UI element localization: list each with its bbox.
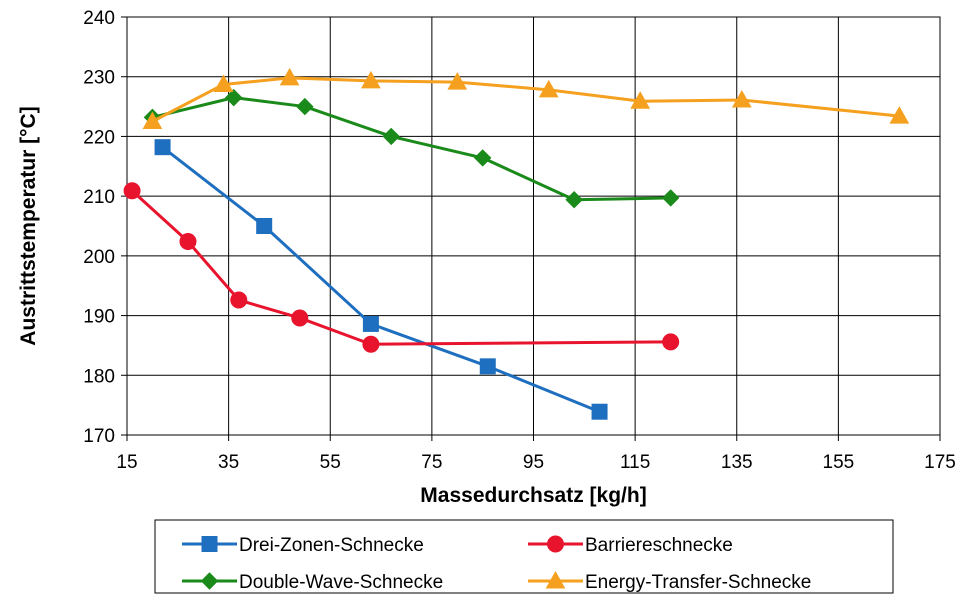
y-tick-label: 240	[83, 8, 115, 29]
x-tick-label: 175	[924, 452, 956, 473]
legend-item: Barriereschnecke	[528, 535, 733, 556]
data-point	[362, 335, 380, 353]
data-point	[565, 191, 583, 209]
x-tick-label: 95	[523, 452, 544, 473]
y-tick-label: 210	[83, 187, 115, 208]
series-barriereschnecke	[123, 182, 680, 353]
legend-box	[154, 519, 894, 594]
x-tick-label: 15	[116, 452, 137, 473]
legend-marker	[545, 570, 566, 589]
legend-label: Drei-Zonen-Schnecke	[239, 535, 424, 556]
data-point	[473, 149, 492, 167]
data-point	[279, 67, 300, 86]
data-point	[213, 74, 234, 92]
legend-marker	[547, 535, 564, 553]
data-point	[154, 139, 171, 156]
grid	[126, 16, 941, 436]
series-energy-transfer-schnecke	[142, 67, 910, 129]
legend: Drei-Zonen-Schnecke Barriereschnecke Doubl…	[154, 519, 894, 594]
x-tick-label: 135	[721, 452, 753, 473]
data-point	[662, 333, 680, 351]
y-tick-label: 220	[83, 127, 115, 148]
data-point	[479, 358, 496, 375]
y-tick-label: 190	[83, 307, 115, 328]
data-point	[230, 291, 248, 309]
series-line	[131, 189, 671, 346]
data-point	[889, 106, 910, 124]
series-line	[151, 76, 900, 123]
data-point	[291, 309, 309, 327]
data-point	[447, 72, 468, 90]
data-point	[538, 79, 559, 98]
legend-item: Energy-Transfer-Schnecke	[528, 570, 811, 593]
data-point	[362, 315, 379, 332]
series-drei-zonen-schnecke	[154, 139, 608, 420]
y-tick-label: 230	[83, 68, 115, 89]
data-point	[591, 403, 608, 420]
legend-marker	[200, 572, 219, 590]
x-tick-label: 115	[620, 452, 650, 473]
series-line	[152, 96, 671, 202]
data-point	[630, 91, 651, 109]
x-axis-ticks: 15 35 55 75 95 115 135 155 175	[116, 435, 956, 473]
series-double-wave-schnecke	[143, 88, 680, 209]
y-tick-label: 200	[83, 247, 115, 268]
x-tick-label: 55	[320, 452, 341, 473]
y-axis-ticks: 170 180 190 200 210 220 230 240	[83, 8, 127, 447]
legend-marker	[201, 536, 218, 552]
data-point	[731, 89, 752, 108]
data-point	[361, 70, 381, 89]
y-tick-label: 180	[83, 366, 115, 387]
legend-item: Double-Wave-Schnecke	[182, 572, 443, 593]
data-point	[296, 97, 314, 116]
x-tick-label: 35	[218, 452, 239, 473]
data-point	[142, 111, 163, 129]
x-axis-label: Massedurchsatz [kg/h]	[420, 484, 646, 507]
series-group	[123, 67, 910, 420]
legend-label: Double-Wave-Schnecke	[239, 572, 443, 593]
y-tick-label: 170	[83, 426, 115, 447]
legend-item: Drei-Zonen-Schnecke	[182, 535, 424, 556]
data-point	[224, 88, 243, 107]
data-point	[661, 189, 680, 207]
data-point	[382, 127, 400, 146]
data-point	[256, 218, 273, 234]
x-tick-label: 155	[823, 452, 855, 473]
data-point	[123, 182, 141, 200]
x-tick-label: 75	[421, 452, 442, 473]
data-point	[179, 233, 197, 251]
y-axis-label: Austrittstemperatur [°C]	[17, 106, 40, 345]
legend-label: Barriereschnecke	[585, 535, 733, 556]
legend-label: Energy-Transfer-Schnecke	[585, 572, 811, 593]
series-line	[161, 145, 601, 414]
